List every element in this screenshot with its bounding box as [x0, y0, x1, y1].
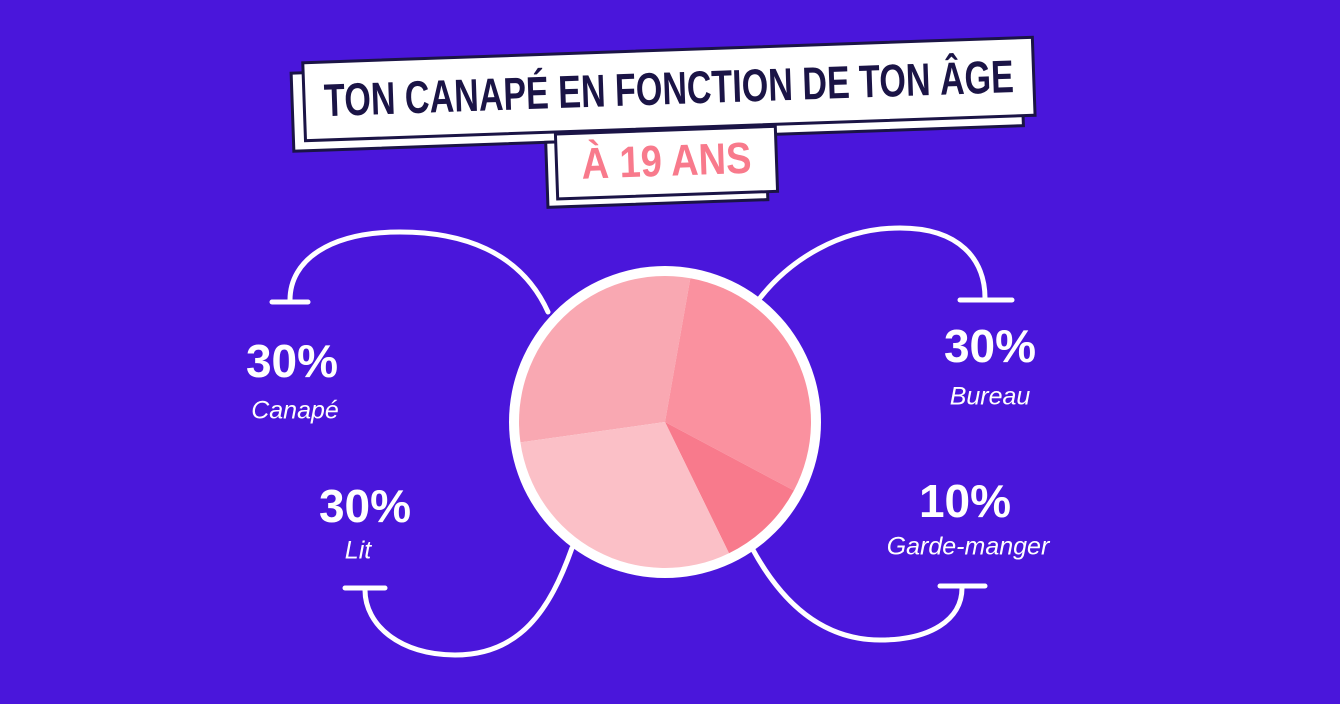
category-label: Canapé: [251, 397, 339, 425]
connector: [749, 545, 965, 643]
category-label: Garde-manger: [887, 533, 1051, 561]
title-block: TON CANAPÉ EN FONCTION DE TON ÂGE À 19 A…: [289, 35, 1037, 209]
value-label: 30%: [246, 335, 338, 387]
category-label: Lit: [345, 537, 372, 565]
pie-slice: [519, 276, 691, 443]
title-box: [301, 35, 1037, 143]
pie-slice: [520, 422, 730, 568]
value-label: 10%: [919, 475, 1011, 527]
connector: [287, 229, 551, 315]
chart-subtitle: À 19 ANS: [581, 133, 753, 189]
subtitle-box: [553, 124, 780, 201]
connector: [362, 545, 575, 658]
category-label: Bureau: [950, 383, 1031, 411]
value-label: 30%: [319, 480, 411, 532]
pie-slice: [665, 422, 794, 554]
pie: [519, 276, 812, 568]
connector: [757, 225, 988, 301]
value-label: 30%: [944, 320, 1036, 372]
pie-slice: [665, 278, 812, 491]
